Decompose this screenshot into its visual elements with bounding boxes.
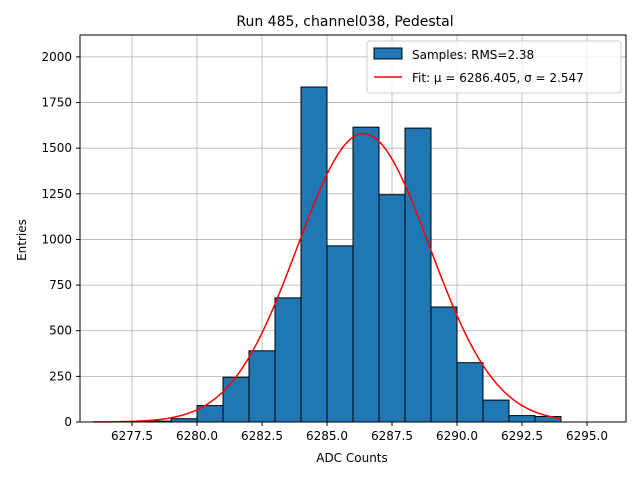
- histogram-bar: [301, 87, 327, 422]
- legend-histogram-swatch: [374, 48, 402, 59]
- histogram-bar: [509, 416, 535, 422]
- y-tick-label: 250: [49, 369, 72, 383]
- histogram-bar: [327, 246, 353, 422]
- histogram-bar: [353, 127, 379, 422]
- legend-histogram-label: Samples: RMS=2.38: [412, 48, 534, 62]
- y-tick-label: 1500: [41, 141, 72, 155]
- y-tick-label: 500: [49, 324, 72, 338]
- x-tick-label: 6287.5: [371, 429, 413, 443]
- x-tick-label: 6295.0: [566, 429, 608, 443]
- histogram-bar: [223, 377, 249, 422]
- x-axis-label: ADC Counts: [316, 451, 388, 465]
- x-tick-label: 6285.0: [306, 429, 348, 443]
- legend: Samples: RMS=2.38 Fit: μ = 6286.405, σ =…: [367, 41, 621, 93]
- legend-fit-label: Fit: μ = 6286.405, σ = 2.547: [412, 71, 584, 85]
- y-tick-label: 1250: [41, 187, 72, 201]
- x-tick-label: 6280.0: [176, 429, 218, 443]
- y-tick-label: 1750: [41, 96, 72, 110]
- histogram-bar: [457, 363, 483, 422]
- x-tick-label: 6292.5: [501, 429, 543, 443]
- histogram-bar: [483, 400, 509, 422]
- y-tick-label: 750: [49, 278, 72, 292]
- x-tick-label: 6290.0: [436, 429, 478, 443]
- histogram-bar: [249, 351, 275, 422]
- histogram-bar: [275, 298, 301, 422]
- y-axis-label: Entries: [15, 219, 29, 261]
- y-tick-label: 1000: [41, 232, 72, 246]
- y-tick-label: 2000: [41, 50, 72, 64]
- x-tick-label: 6277.5: [111, 429, 153, 443]
- histogram-bar: [431, 307, 457, 422]
- histogram-bar: [379, 195, 405, 422]
- x-tick-label: 6282.5: [241, 429, 283, 443]
- y-tick-label: 0: [64, 415, 72, 429]
- chart-title: Run 485, channel038, Pedestal: [236, 14, 453, 30]
- histogram-bar: [405, 128, 431, 422]
